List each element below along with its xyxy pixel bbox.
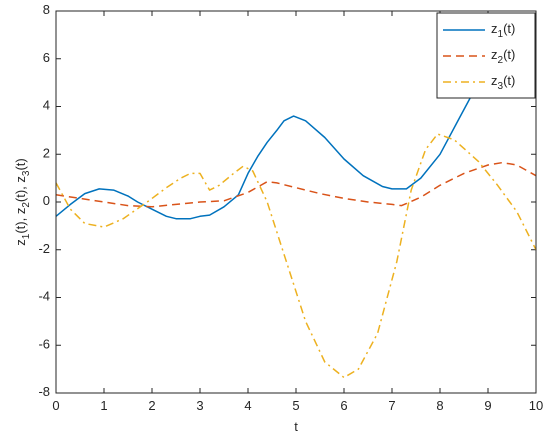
y-tick-label: 8 <box>43 2 50 17</box>
series-line <box>55 133 537 379</box>
series-line <box>55 161 537 208</box>
y-tick-label: -2 <box>38 241 50 256</box>
x-tick-label: 2 <box>148 398 155 413</box>
legend-box <box>436 12 536 99</box>
y-tick-label: -4 <box>38 289 50 304</box>
x-axis-label: t <box>294 419 298 434</box>
y-tick-label: 0 <box>43 193 50 208</box>
legend-label: z3(t) <box>491 73 515 91</box>
x-tick-label: 6 <box>340 398 347 413</box>
legend-label: z2(t) <box>491 47 515 65</box>
x-tick-label: 10 <box>529 398 543 413</box>
y-axis-label: z1(t), z2(t), z3(t) <box>13 158 31 245</box>
series-line <box>55 12 537 220</box>
y-tick-label: 4 <box>43 98 50 113</box>
y-tick-label: -8 <box>38 384 50 399</box>
axes-box <box>55 10 537 394</box>
y-tick-label: 2 <box>43 146 50 161</box>
x-tick-label: 8 <box>436 398 443 413</box>
x-tick-label: 1 <box>100 398 107 413</box>
x-tick-label: 7 <box>388 398 395 413</box>
x-tick-label: 5 <box>292 398 299 413</box>
y-tick-label: -6 <box>38 337 50 352</box>
legend-label: z1(t) <box>491 21 515 39</box>
y-tick-label: 6 <box>43 50 50 65</box>
x-tick-label: 0 <box>52 398 59 413</box>
x-tick-label: 4 <box>244 398 251 413</box>
x-tick-label: 3 <box>196 398 203 413</box>
x-tick-label: 9 <box>484 398 491 413</box>
